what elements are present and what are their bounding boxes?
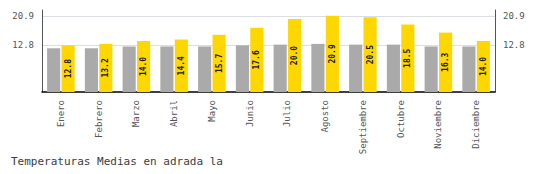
svg-text:14.0: 14.0 (479, 57, 488, 76)
svg-text:18.5: 18.5 (403, 48, 412, 67)
svg-text:14.0: 14.0 (139, 57, 148, 76)
svg-text:Enero: Enero (56, 100, 66, 127)
svg-text:12.8: 12.8 (64, 59, 73, 78)
svg-text:20.9: 20.9 (503, 11, 525, 21)
svg-text:Noviembre: Noviembre (433, 100, 443, 149)
svg-text:20.0: 20.0 (290, 46, 299, 65)
svg-text:12.8: 12.8 (12, 40, 34, 50)
svg-text:Marzo: Marzo (131, 100, 141, 127)
svg-text:15.7: 15.7 (215, 54, 224, 73)
svg-text:Febrero: Febrero (94, 100, 104, 138)
svg-text:Agosto: Agosto (320, 100, 330, 133)
svg-text:Temperaturas Medias en adrada: Temperaturas Medias en adrada la (11, 155, 223, 168)
svg-text:12.8: 12.8 (503, 40, 525, 50)
svg-text:16.3: 16.3 (441, 52, 450, 71)
svg-text:Septiembre: Septiembre (358, 100, 368, 154)
svg-text:17.6: 17.6 (252, 50, 261, 69)
svg-text:Julio: Julio (282, 100, 292, 127)
svg-text:13.2: 13.2 (101, 58, 110, 77)
svg-text:Abril: Abril (169, 100, 179, 127)
svg-text:Mayo: Mayo (207, 100, 217, 122)
svg-text:Diciembre: Diciembre (471, 100, 481, 149)
svg-text:Junio: Junio (245, 100, 255, 127)
svg-text:Octubre: Octubre (396, 100, 406, 138)
svg-text:20.9: 20.9 (12, 11, 34, 21)
svg-text:20.5: 20.5 (366, 45, 375, 64)
svg-text:14.4: 14.4 (177, 56, 186, 75)
svg-text:20.9: 20.9 (328, 44, 337, 63)
